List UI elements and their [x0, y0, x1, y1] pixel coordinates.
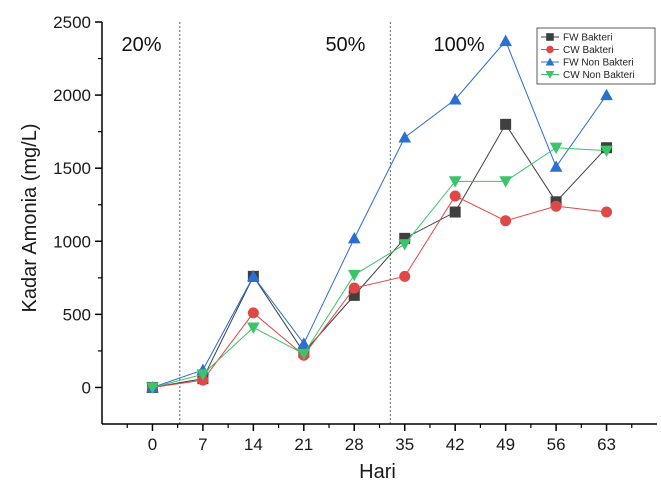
data-point	[600, 145, 613, 157]
data-point	[297, 348, 311, 361]
x-tick-label: 63	[597, 435, 616, 454]
data-point	[549, 142, 563, 155]
series-line	[152, 40, 607, 388]
data-point	[348, 289, 360, 301]
data-point	[297, 337, 311, 349]
axes: 0 500 1000 1500 2000 2500 0 7 14 21 28 35 42 49 56 63	[53, 13, 657, 454]
phase-label: 50%	[325, 34, 365, 56]
data-point	[500, 118, 512, 130]
data-point	[545, 57, 555, 66]
y-tick-label: 1000	[53, 232, 91, 251]
x-tick-label: 14	[244, 435, 263, 454]
data-point	[449, 206, 461, 218]
y-axis-title: Kadar Amonia (mg/L)	[19, 124, 41, 313]
series-layer	[146, 34, 613, 394]
x-tick-label: 35	[395, 435, 414, 454]
data-point	[247, 270, 260, 282]
data-point	[549, 160, 563, 172]
series-line	[152, 123, 607, 388]
legend-entry: CW Non Bakteri	[541, 70, 635, 81]
x-tick-label: 28	[345, 435, 364, 454]
data-point	[601, 206, 613, 218]
x-tick-label: 21	[294, 435, 313, 454]
legend-label: CW Bakteri	[563, 45, 614, 56]
x-tick-label: 49	[496, 435, 515, 454]
y-tick-label: 500	[63, 305, 91, 324]
data-point	[546, 45, 554, 54]
data-point	[398, 239, 412, 251]
data-point	[449, 190, 461, 202]
y-tick-label: 1500	[53, 159, 91, 178]
x-tick-label: 42	[446, 435, 465, 454]
phase-labels: 20% 50% 100%	[121, 34, 484, 56]
series-fw-bakteri	[146, 118, 613, 393]
data-point	[500, 215, 512, 227]
data-point	[347, 232, 361, 244]
phase-label: 100%	[434, 34, 485, 56]
legend-label: FW Non Bakteri	[563, 58, 634, 69]
legend-entry: FW Non Bakteri	[541, 58, 634, 69]
data-point	[146, 382, 159, 394]
series-cw-non-bakteri	[146, 142, 613, 394]
x-tick-label: 0	[148, 435, 157, 454]
data-point	[600, 88, 613, 101]
y-tick-label: 2500	[53, 13, 91, 32]
data-point	[546, 33, 554, 41]
data-point	[499, 176, 512, 188]
data-point	[399, 232, 411, 244]
legend-entry: FW Bakteri	[541, 33, 612, 44]
data-point	[247, 322, 260, 334]
phase-label: 20%	[121, 34, 161, 56]
phase-dividers	[179, 22, 391, 424]
y-tick-label: 2000	[53, 86, 91, 105]
data-point	[448, 176, 462, 188]
series-line	[152, 195, 607, 388]
x-tick-label: 7	[198, 435, 207, 454]
y-tick-label: 0	[82, 378, 91, 397]
series-fw-non-bakteri	[146, 34, 613, 393]
x-axis-title: Hari	[359, 461, 396, 483]
legend-label: CW Non Bakteri	[563, 70, 635, 81]
data-point	[499, 34, 512, 47]
legend-label: FW Bakteri	[563, 33, 612, 44]
data-point	[196, 369, 210, 381]
x-tick-label: 56	[547, 435, 566, 454]
data-point	[545, 71, 555, 79]
data-point	[550, 200, 562, 212]
data-point	[398, 131, 412, 143]
data-point	[348, 282, 360, 294]
data-point	[448, 93, 462, 105]
data-point	[247, 307, 259, 319]
series-cw-bakteri	[146, 190, 613, 393]
data-point	[399, 270, 411, 282]
data-point	[347, 269, 361, 282]
legend-entry: CW Bakteri	[541, 45, 614, 56]
series-line	[152, 147, 607, 388]
